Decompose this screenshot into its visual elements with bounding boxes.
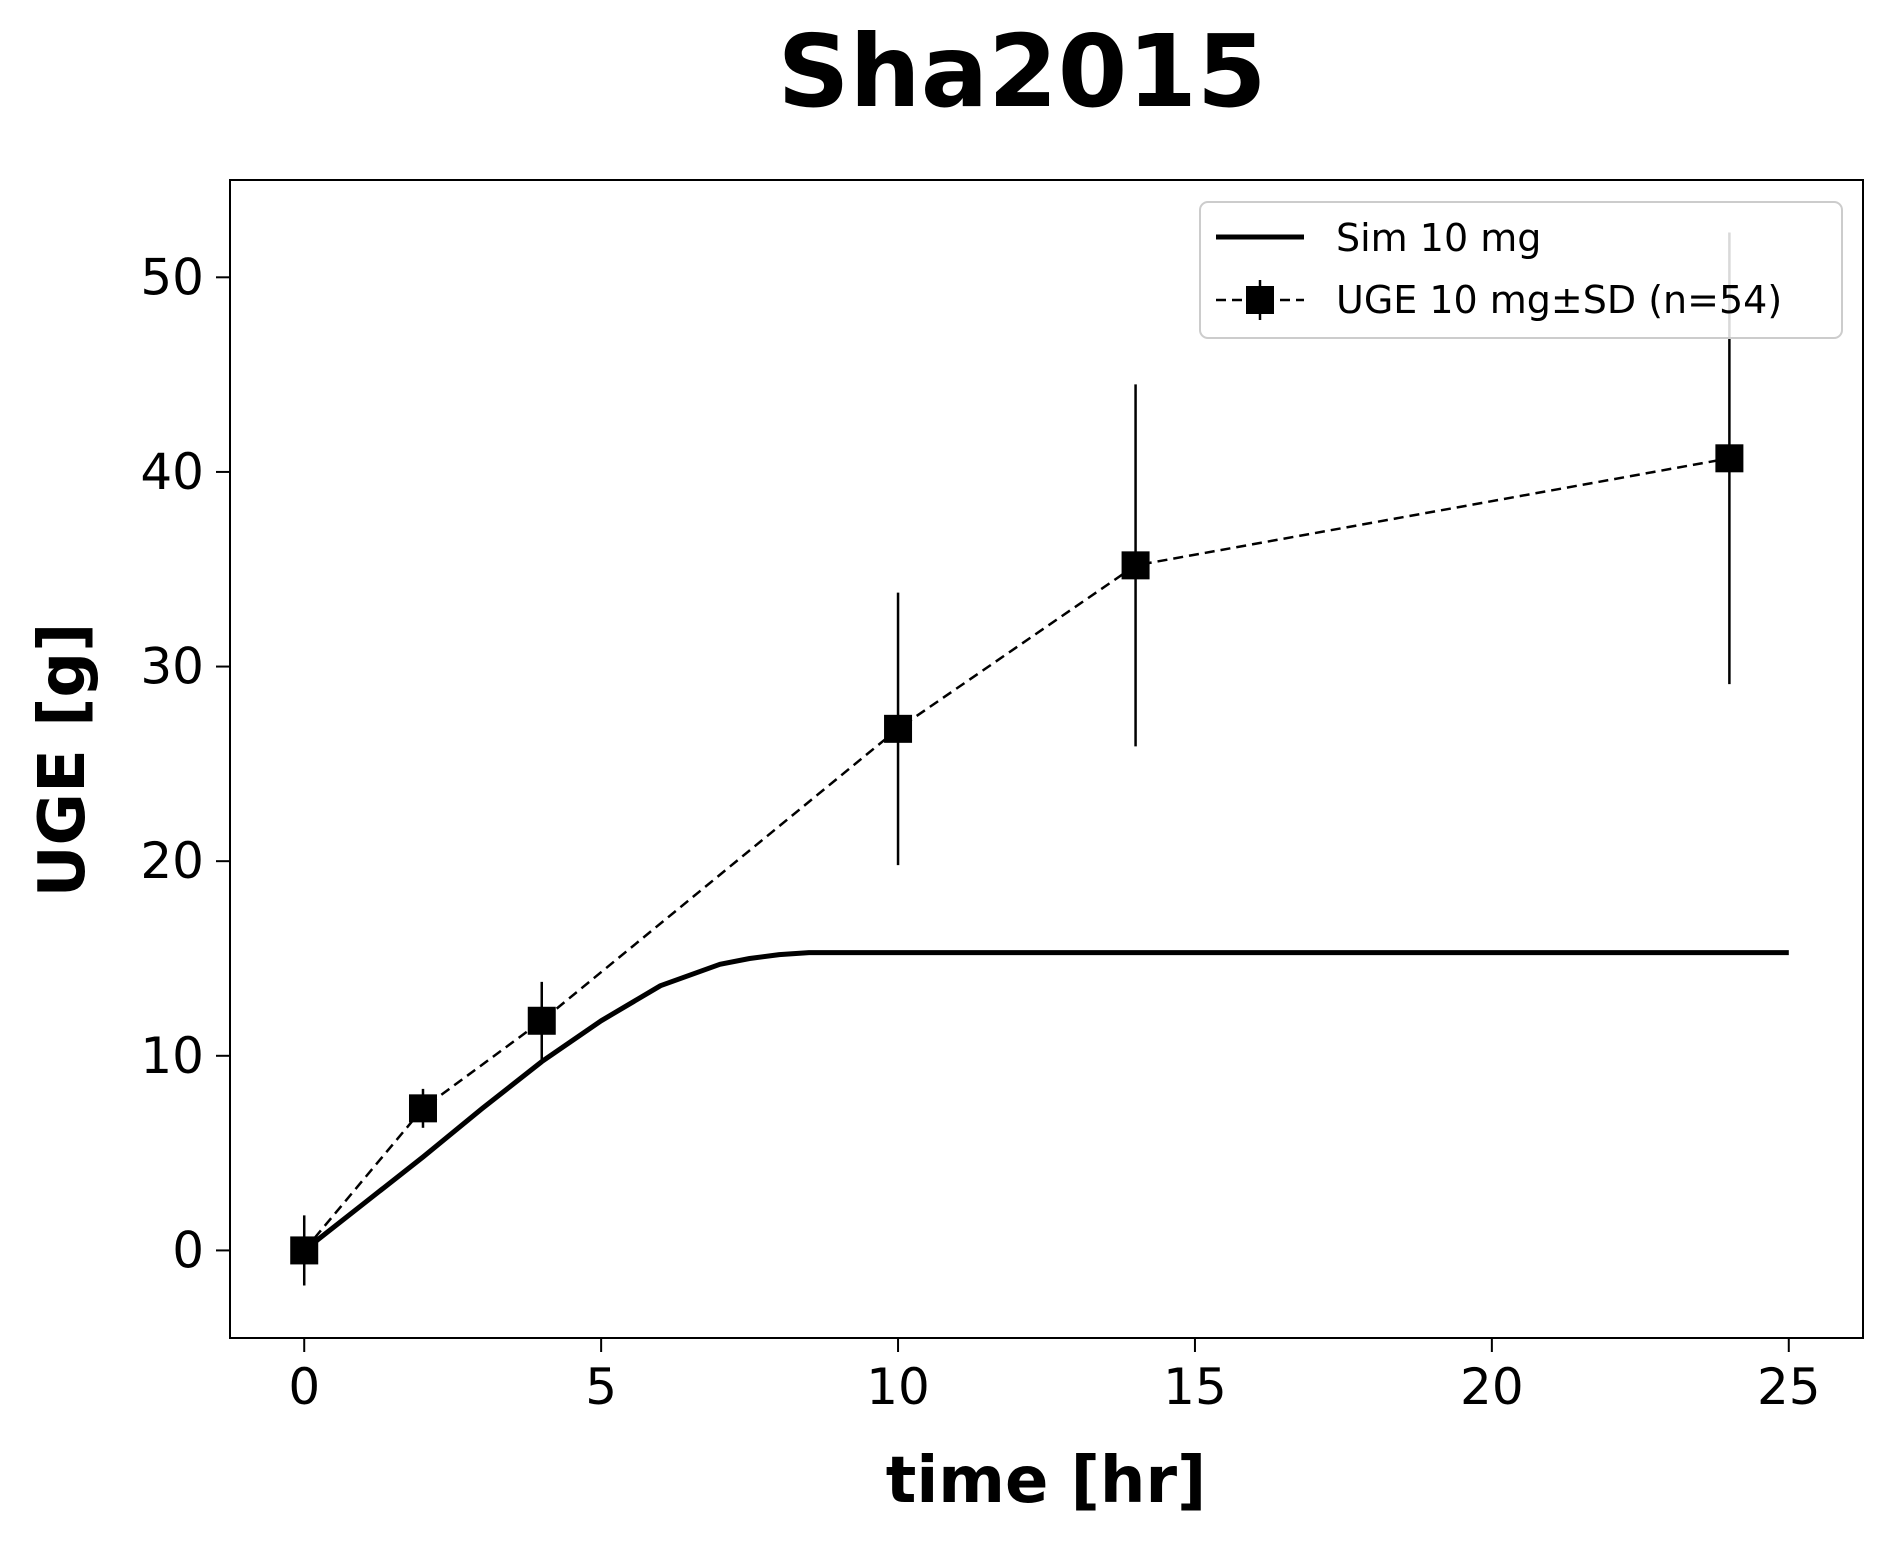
y-axis-label: UGE [g] [26, 623, 100, 898]
legend-uge-square-icon [1246, 286, 1274, 314]
y-tick-label: 50 [140, 248, 204, 306]
legend-uge-label: UGE 10 mg±SD (n=54) [1336, 278, 1782, 322]
legend: Sim 10 mg UGE 10 mg±SD (n=54) [1199, 201, 1843, 339]
legend-box [1199, 201, 1843, 339]
sim-line [302, 950, 1789, 1253]
uge-dashed-line [303, 457, 1730, 1252]
y-tick-label: 30 [140, 638, 204, 696]
uge-data-point [290, 1236, 319, 1265]
x-axis: 0 5 10 15 20 25 [288, 1338, 1821, 1416]
plot-frame [229, 179, 1864, 1339]
uge-data-point [408, 1094, 437, 1123]
y-tick-label: 40 [140, 443, 204, 501]
uge-data-point [884, 714, 913, 743]
x-axis-label: time [hr] [886, 1444, 1207, 1518]
chart-title: Sha2015 [777, 13, 1266, 130]
x-tick-label: 15 [1163, 1358, 1227, 1416]
uge-data-point [1715, 444, 1744, 473]
plot-background [230, 180, 1863, 1338]
x-tick-label: 5 [585, 1358, 617, 1416]
uge-data-point [1121, 551, 1150, 580]
x-tick-label: 10 [866, 1358, 930, 1416]
y-tick-label: 20 [140, 832, 204, 890]
y-tick-label: 0 [172, 1221, 204, 1279]
y-axis: 0 10 20 30 40 50 [140, 248, 230, 1279]
x-tick-label: 25 [1757, 1358, 1821, 1416]
legend-sim-label: Sim 10 mg [1336, 216, 1541, 260]
x-tick-label: 20 [1460, 1358, 1524, 1416]
plot-area [229, 179, 1864, 1339]
y-tick-label: 10 [140, 1027, 204, 1085]
uge-data-point [527, 1006, 556, 1035]
x-tick-label: 0 [288, 1358, 320, 1416]
